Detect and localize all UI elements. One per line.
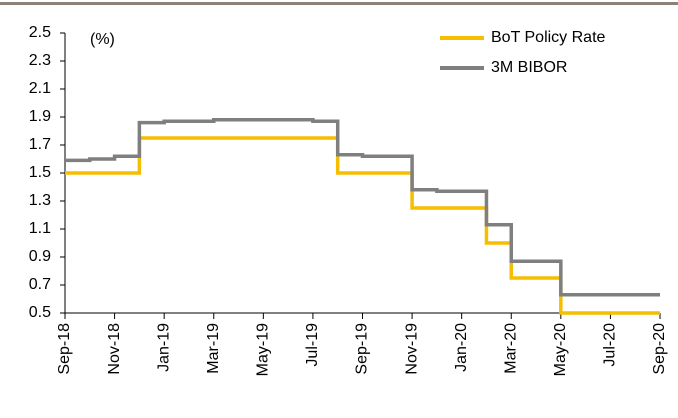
y-tick-label: 1.5 bbox=[29, 164, 51, 181]
x-tick-label: Sep-19 bbox=[354, 323, 371, 375]
x-tick-label: May-20 bbox=[552, 323, 569, 376]
x-tick-label: Jan-19 bbox=[155, 323, 172, 372]
top-rule bbox=[0, 2, 678, 5]
series-line bbox=[65, 118, 660, 297]
y-tick-label: 1.1 bbox=[29, 220, 51, 237]
x-tick-label: Mar-19 bbox=[205, 323, 222, 374]
y-tick-label: 0.7 bbox=[29, 276, 51, 293]
x-tick-label: Nov-18 bbox=[106, 323, 123, 375]
y-tick-label: 2.5 bbox=[29, 24, 51, 41]
x-tick-label: Jul-20 bbox=[602, 323, 619, 367]
legend-label: BoT Policy Rate bbox=[491, 29, 606, 46]
x-tick-label: Mar-20 bbox=[502, 323, 519, 374]
series-line bbox=[65, 136, 660, 315]
y-tick-label: 0.9 bbox=[29, 248, 51, 265]
x-tick-label: May-19 bbox=[255, 323, 272, 376]
y-tick-label: 0.5 bbox=[29, 304, 51, 321]
x-tick-label: Jan-20 bbox=[453, 323, 470, 372]
x-tick-label: Nov-19 bbox=[403, 323, 420, 375]
x-tick-label: Sep-20 bbox=[651, 323, 668, 375]
y-tick-label: 1.9 bbox=[29, 108, 51, 125]
y-tick-label: 2.3 bbox=[29, 52, 51, 69]
legend-label: 3M BIBOR bbox=[491, 59, 567, 76]
y-tick-label: 1.7 bbox=[29, 136, 51, 153]
x-tick-label: Sep-18 bbox=[56, 323, 73, 375]
y-tick-label: 2.1 bbox=[29, 80, 51, 97]
y-axis-label: (%) bbox=[90, 31, 115, 48]
y-tick-label: 1.3 bbox=[29, 192, 51, 209]
x-tick-label: Jul-19 bbox=[304, 323, 321, 367]
